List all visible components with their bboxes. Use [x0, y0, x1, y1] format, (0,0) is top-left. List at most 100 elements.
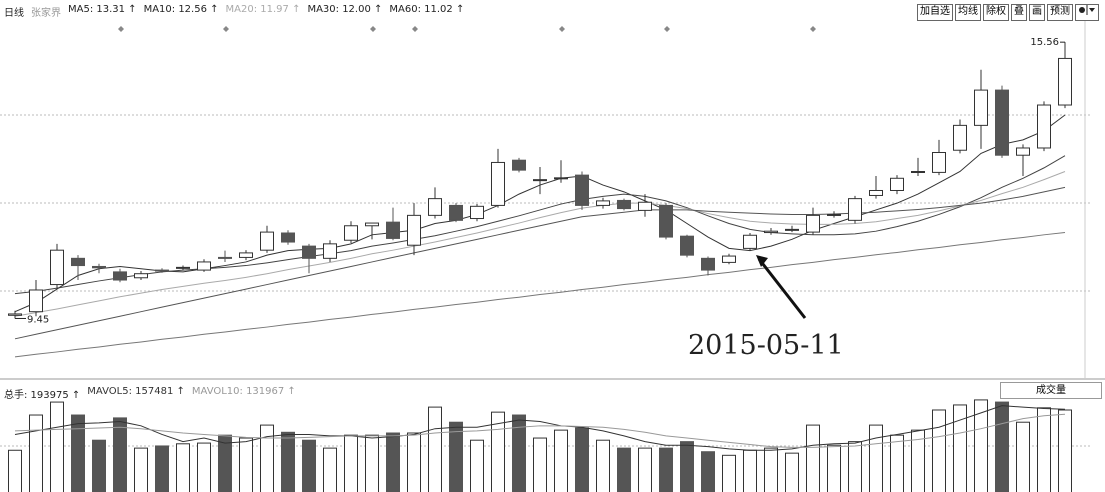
legend-entry: MA5: 13.31 ↑ [68, 4, 137, 15]
candle-body [869, 189, 883, 196]
toolbar-button[interactable]: 加自选 [917, 4, 953, 21]
candle-body [197, 261, 211, 271]
candle-body [575, 174, 589, 206]
volume-bar [1016, 421, 1030, 492]
volume-bar [407, 432, 421, 492]
candle-body [29, 289, 43, 313]
candle-body [785, 228, 799, 231]
candle-body [554, 177, 568, 180]
candle-body [8, 313, 22, 316]
candle-body [281, 232, 295, 243]
candle-body [386, 221, 400, 239]
line [14, 186, 1066, 340]
volume-bar [302, 439, 316, 492]
volume-bar [134, 447, 148, 492]
volume-bar [659, 447, 673, 492]
candle-body [1037, 104, 1051, 149]
candle-body [92, 265, 106, 269]
candle-body [176, 266, 190, 269]
legend-entry: MAVOL5: 157481 ↑ [87, 386, 185, 397]
candle-body [890, 177, 904, 191]
volume-bar [701, 451, 715, 492]
volume-bar [29, 414, 43, 492]
volume-bar [428, 406, 442, 492]
volume-bar [92, 439, 106, 492]
candle-body [974, 89, 988, 126]
volume-bar [260, 424, 274, 492]
candle-body [743, 234, 757, 249]
candle-body [113, 271, 127, 281]
candle-body [638, 201, 652, 211]
line [14, 232, 1066, 358]
line [14, 405, 1066, 451]
candle-body [764, 230, 778, 234]
volume-bar [848, 441, 862, 492]
volume-bar [197, 442, 211, 492]
volume-bar [491, 411, 505, 492]
candle-body [491, 161, 505, 206]
line [14, 171, 1066, 317]
volume-bar [71, 414, 85, 492]
toolbar-button[interactable]: 画 [1029, 4, 1045, 21]
volume-bar [806, 424, 820, 492]
volume-bar [953, 404, 967, 492]
candle-body [323, 243, 337, 259]
volume-bar [995, 401, 1009, 492]
candle-body [260, 231, 274, 251]
candle-body [701, 257, 715, 271]
volume-bar [743, 449, 757, 492]
volume-bar [281, 431, 295, 492]
candle-body [512, 159, 526, 171]
volume-bar [365, 434, 379, 492]
toolbar-button[interactable]: 预测 [1047, 4, 1073, 21]
high-label: 15.56 [1030, 37, 1059, 48]
volume-bar [155, 445, 169, 492]
volume-bar [449, 421, 463, 492]
volume-bar [533, 437, 547, 492]
volume-bar [764, 447, 778, 492]
candle-body [365, 222, 379, 227]
volume-bar [554, 429, 568, 492]
volume-bar [50, 401, 64, 492]
volume-bar [323, 447, 337, 492]
volume-bar [1037, 407, 1051, 492]
candle-body [617, 199, 631, 210]
volume-bar [8, 449, 22, 492]
toolbar-button[interactable]: 叠 [1011, 4, 1027, 21]
candle-body [659, 204, 673, 238]
volume-label: 总手: 193975 ↑ [4, 390, 81, 401]
volume-bar [113, 417, 127, 492]
candle-body [134, 273, 148, 279]
legend-entry: MA30: 12.00 ↑ [307, 4, 383, 15]
selector-text: 成交量 [1036, 385, 1066, 396]
volume-bar [239, 437, 253, 492]
diamond-row [118, 26, 816, 32]
candle-body [344, 225, 358, 241]
line [14, 413, 1066, 448]
legend-entry: MAVOL10: 131967 ↑ [191, 386, 296, 397]
line [14, 114, 1066, 313]
volume-selector[interactable]: 成交量 [1000, 382, 1102, 399]
candle-body [680, 235, 694, 256]
period-label: 日线 [4, 8, 24, 19]
volume-bar [974, 399, 988, 492]
volume-bar [827, 444, 841, 492]
volume-header: 总手: 193975 ↑ MAVOL5: 157481 ↑ MAVOL10: 13… [4, 386, 296, 401]
candle-body [218, 256, 232, 259]
candle-body [848, 198, 862, 221]
legend-entry: MA20: 11.97 ↑ [225, 4, 301, 15]
toolbar-button[interactable]: 均线 [955, 4, 981, 21]
candle-body [407, 214, 421, 246]
volume-bar [680, 441, 694, 492]
volume-bar [722, 454, 736, 492]
candle-body [239, 252, 253, 258]
candle-body [155, 269, 169, 272]
toolbar-button[interactable]: 除权 [983, 4, 1009, 21]
annotation: 2015-05-11 [688, 330, 844, 361]
volume-bar [1058, 409, 1072, 492]
toolbar-menu[interactable] [1075, 4, 1099, 21]
volume-bar [386, 432, 400, 492]
candle-body [470, 205, 484, 220]
